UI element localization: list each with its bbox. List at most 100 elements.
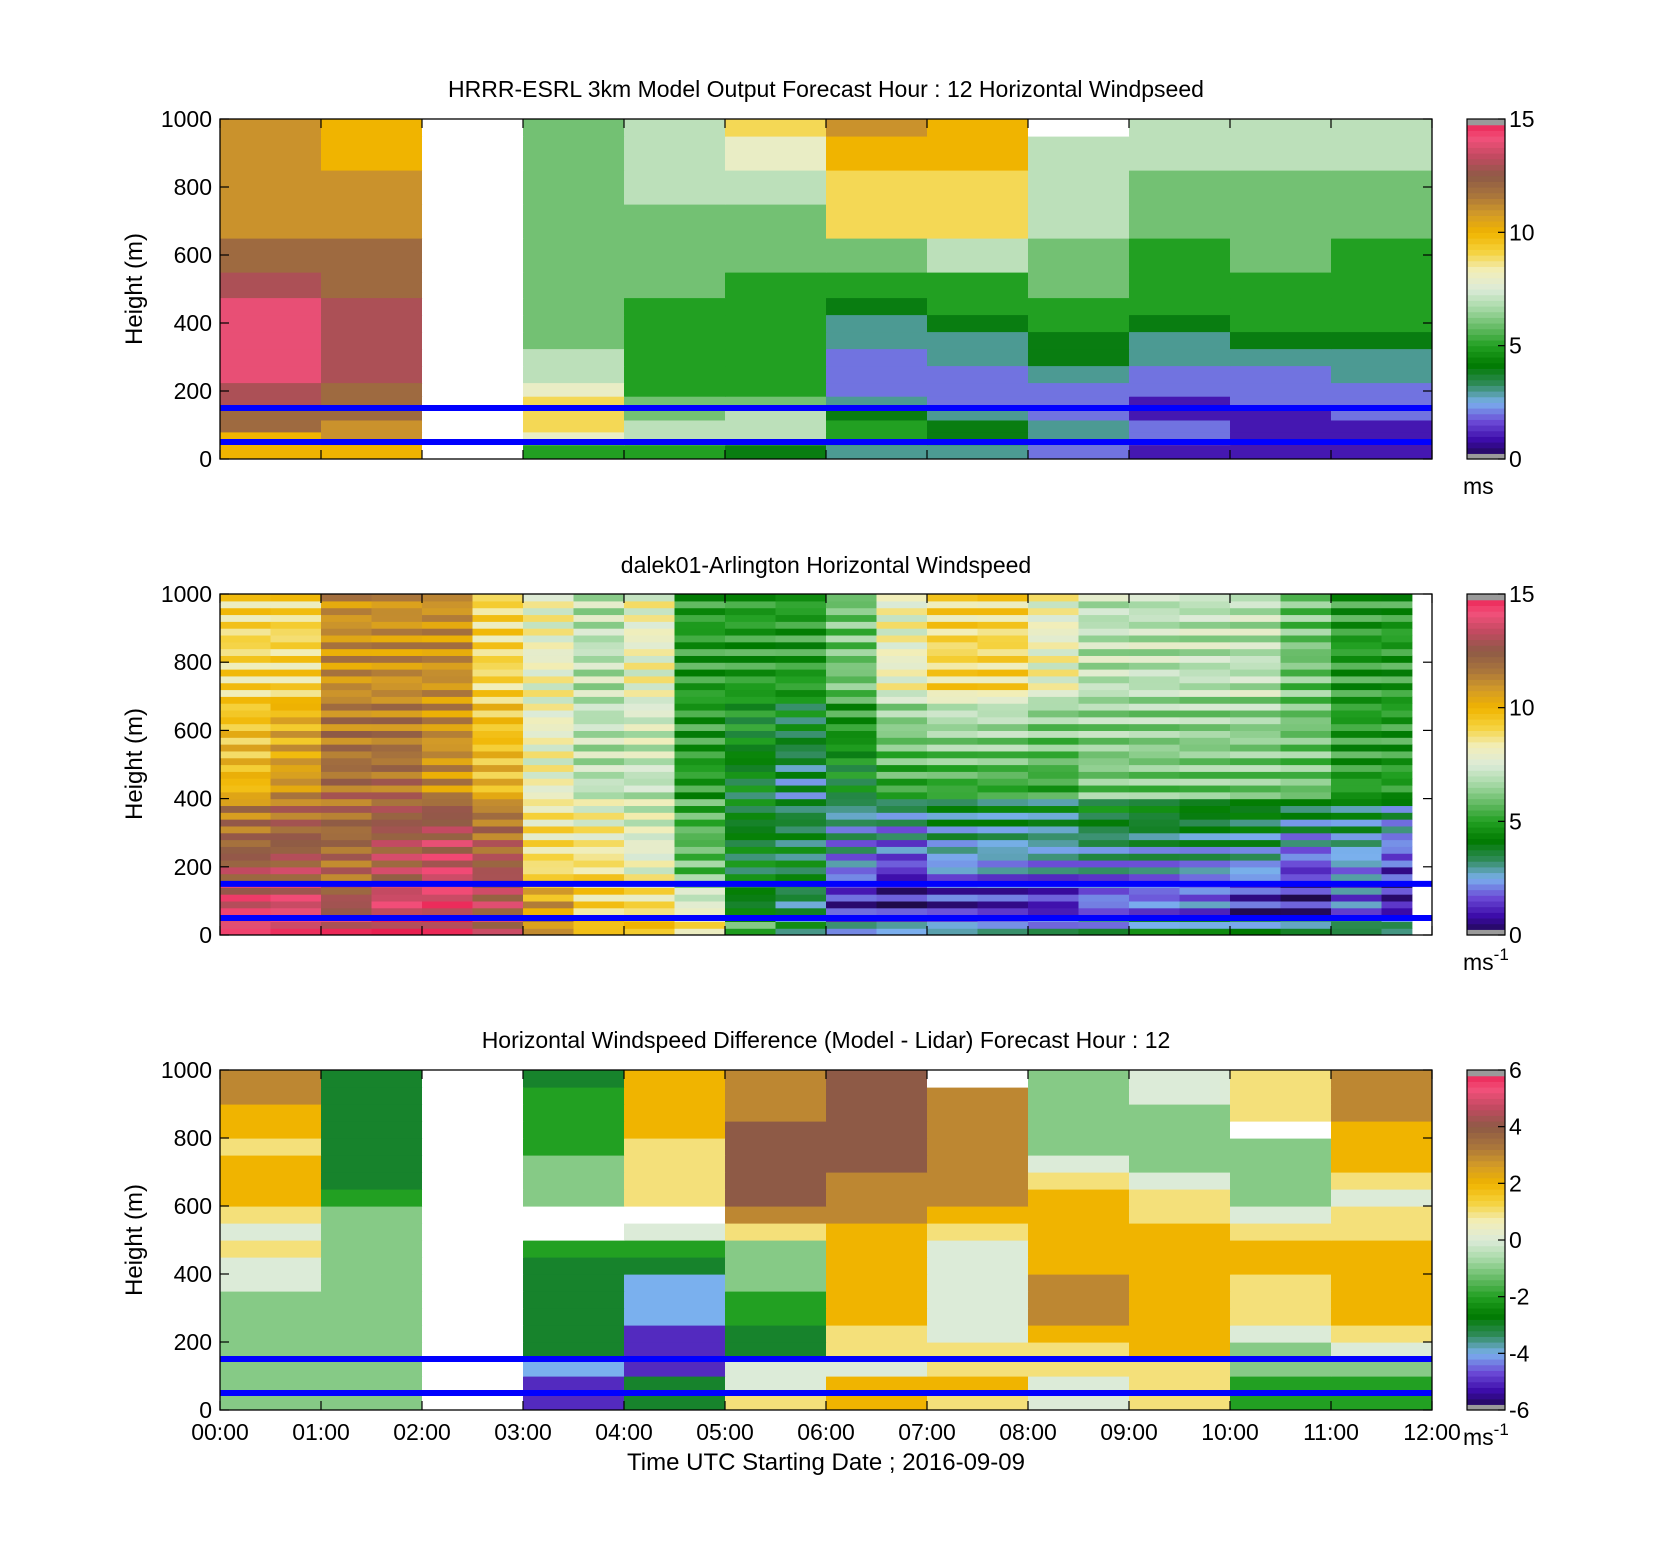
heatmap-cell bbox=[573, 921, 625, 929]
heatmap-cell bbox=[270, 716, 322, 725]
heatmap-cell bbox=[826, 1308, 928, 1326]
heatmap-cell bbox=[876, 662, 928, 670]
colorbar-swatch bbox=[1467, 736, 1505, 743]
heatmap-cell bbox=[1230, 314, 1332, 333]
heatmap-cell bbox=[1230, 1274, 1332, 1292]
heatmap-cell bbox=[422, 682, 474, 691]
heatmap-cell bbox=[624, 662, 676, 670]
heatmap-cell bbox=[674, 798, 726, 807]
heatmap-cell bbox=[775, 805, 827, 813]
heatmap-cell bbox=[624, 696, 676, 704]
heatmap-cell bbox=[977, 846, 1029, 854]
heatmap-cell bbox=[674, 928, 726, 935]
heatmap-cell bbox=[674, 825, 726, 834]
heatmap-cell bbox=[725, 600, 777, 609]
heatmap-cell bbox=[876, 859, 928, 868]
heatmap-cell bbox=[775, 655, 827, 663]
heatmap-cell bbox=[624, 764, 676, 772]
heatmap-cell bbox=[1028, 839, 1080, 847]
heatmap-cell bbox=[1078, 600, 1130, 609]
heatmap-cell bbox=[1028, 170, 1130, 205]
heatmap-cell bbox=[523, 600, 575, 609]
heatmap-cell bbox=[523, 737, 575, 745]
heatmap-cell bbox=[220, 238, 322, 273]
heatmap-cell bbox=[220, 744, 272, 752]
heatmap-cell bbox=[523, 1274, 625, 1292]
heatmap-cell bbox=[624, 778, 676, 786]
heatmap-cell bbox=[1028, 778, 1080, 786]
heatmap-cell bbox=[876, 778, 928, 786]
heatmap-cell bbox=[1129, 170, 1231, 205]
heatmap-cell bbox=[1078, 887, 1130, 895]
heatmap-cell bbox=[927, 812, 979, 820]
heatmap-cell bbox=[523, 832, 575, 841]
heatmap-cell bbox=[220, 331, 322, 350]
heatmap-cell bbox=[1028, 764, 1080, 772]
heatmap-cell bbox=[1028, 382, 1130, 397]
heatmap-cell bbox=[1078, 662, 1130, 670]
heatmap-cell bbox=[1028, 812, 1080, 820]
heatmap-cell bbox=[1078, 832, 1130, 841]
heatmap-cell bbox=[1381, 771, 1413, 779]
heatmap-cell bbox=[1331, 1274, 1432, 1292]
heatmap-cell bbox=[1028, 1240, 1130, 1258]
heatmap-cell bbox=[220, 314, 322, 333]
heatmap-cell bbox=[422, 634, 474, 643]
heatmap-cell bbox=[977, 900, 1029, 909]
colorbar-swatch bbox=[1467, 272, 1505, 279]
heatmap-cell bbox=[422, 444, 524, 459]
heatmap-cell bbox=[1331, 798, 1383, 807]
colorbar-swatch bbox=[1467, 1081, 1505, 1088]
heatmap-cell bbox=[927, 1342, 1029, 1360]
colorbar-swatch bbox=[1467, 616, 1505, 624]
heatmap-cell bbox=[1230, 839, 1282, 847]
heatmap-cell bbox=[1331, 771, 1383, 779]
colorbar-swatch bbox=[1467, 844, 1505, 851]
heatmap-cell bbox=[371, 682, 423, 691]
heatmap-cell bbox=[371, 614, 423, 622]
heatmap-cell bbox=[674, 655, 726, 663]
heatmap-cell bbox=[573, 675, 625, 684]
heatmap-cell bbox=[826, 408, 928, 421]
heatmap-cell bbox=[1280, 900, 1332, 909]
heatmap-cell bbox=[422, 1393, 524, 1410]
heatmap-cell bbox=[371, 846, 423, 854]
heatmap-cell bbox=[624, 716, 676, 725]
heatmap-cell bbox=[1129, 1070, 1231, 1088]
heatmap-cell bbox=[321, 832, 373, 841]
heatmap-cell bbox=[523, 628, 575, 636]
heatmap-cell bbox=[523, 1342, 625, 1360]
heatmap-cell bbox=[472, 607, 524, 616]
heatmap-cell bbox=[523, 873, 575, 882]
heatmap-cell bbox=[624, 348, 726, 367]
heatmap-cell bbox=[321, 825, 373, 834]
heatmap-cell bbox=[523, 382, 625, 397]
colorbar-swatch bbox=[1467, 1126, 1505, 1133]
heatmap-cell bbox=[826, 819, 878, 827]
heatmap-cell bbox=[977, 839, 1029, 847]
heatmap-cell bbox=[1280, 737, 1332, 745]
heatmap-cell bbox=[270, 859, 322, 868]
colorbar-swatch bbox=[1467, 827, 1505, 834]
colorbar-swatch bbox=[1467, 385, 1505, 392]
heatmap-cell bbox=[422, 737, 474, 745]
heatmap-cell bbox=[472, 839, 524, 847]
heatmap-cell bbox=[472, 669, 524, 677]
heatmap-cell bbox=[927, 757, 979, 766]
heatmap-cell bbox=[927, 600, 979, 609]
heatmap-cell bbox=[321, 1342, 423, 1360]
heatmap-cell bbox=[725, 819, 777, 827]
heatmap-cell bbox=[624, 928, 676, 935]
heatmap-cell bbox=[826, 921, 878, 929]
heatmap-cell bbox=[826, 709, 878, 718]
heatmap-cell bbox=[725, 634, 777, 643]
heatmap-cell bbox=[1179, 921, 1231, 929]
heatmap-cell bbox=[270, 771, 322, 779]
heatmap-cell bbox=[1028, 594, 1080, 602]
colorbar-swatch bbox=[1467, 1206, 1505, 1213]
heatmap-cell bbox=[472, 730, 524, 738]
heatmap-cell bbox=[876, 628, 928, 636]
colorbar-swatch bbox=[1467, 238, 1505, 245]
heatmap-cell bbox=[674, 641, 726, 650]
heatmap-cell bbox=[422, 382, 524, 397]
